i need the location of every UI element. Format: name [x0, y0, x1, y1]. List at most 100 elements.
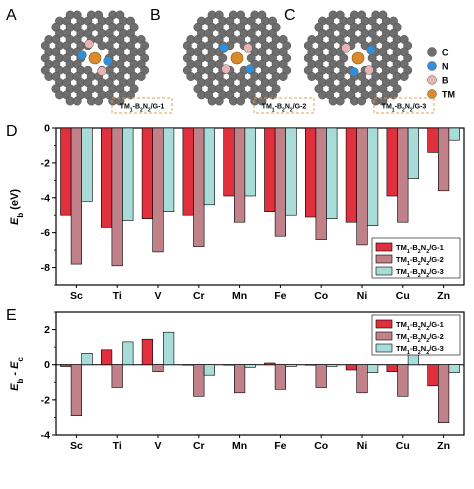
x-tick-label: Cu: [396, 440, 410, 452]
panel-label-b: B: [150, 7, 161, 24]
carbon-atom: [268, 90, 277, 100]
structure-label-box: [373, 97, 435, 114]
legend-label: TM1-B2N2/G-3: [396, 344, 444, 356]
structure-panels: A TM1-B2N2/G-1 B TM1-B2N2/G-2 C TM1-B2N2/G-3: [6, 7, 435, 114]
bar-zn-g2: [437, 127, 450, 192]
x-tick-label: Co: [314, 440, 328, 452]
y-tick-label: 0: [44, 123, 50, 135]
y-tick-label: -2: [41, 394, 50, 406]
bar-v-g2: [152, 127, 164, 253]
x-tick-label: Cr: [193, 440, 205, 452]
y-axis-label: Eb (eV): [9, 189, 25, 225]
bar-co-g1: [304, 127, 317, 218]
structure-label: TM1-B2N2/G-2: [262, 104, 307, 114]
bar-ni-g2: [356, 364, 368, 394]
bar-fe-g1: [264, 127, 276, 212]
nitrogen-atom: [366, 45, 376, 55]
bar-sc-g3: [81, 127, 93, 202]
bar-ti-g3: [122, 127, 134, 221]
bar-zn-g1: [427, 364, 439, 387]
legend-label: TM1-B2N2/G-2: [396, 332, 444, 344]
bar-ti-g1: [101, 127, 113, 228]
chart-e: E20-2-4Sc Ti V Cr Mn Fe Co Ni Cu ZnTM1-B2N2/G-1TM…: [6, 307, 465, 452]
panel-label-e: E: [6, 307, 17, 324]
legend-label: TM1-B2N2/G-3: [396, 267, 444, 279]
x-tick-label: Zn: [437, 440, 450, 452]
nitrogen-atom: [103, 56, 113, 66]
bar-cu-g1: [386, 127, 398, 197]
bar-mn-g1: [223, 364, 235, 366]
nitrogen-atom: [245, 64, 255, 74]
bar-cr-g2: [193, 364, 205, 397]
nitrogen-atom: [77, 50, 87, 60]
key-swatch-tm: [427, 89, 437, 99]
carbon-atom: [94, 96, 104, 106]
bar-fe-g3: [285, 127, 297, 216]
x-tick-label: Ni: [357, 290, 368, 302]
carbon-atom: [389, 90, 398, 100]
boron-atom: [84, 39, 94, 49]
bar-sc-g1: [60, 364, 72, 367]
x-tick-label: Mn: [232, 440, 247, 452]
legend-swatch: [375, 266, 393, 276]
bar-co-g1: [304, 364, 317, 366]
y-tick-label: 0: [44, 359, 50, 371]
key-swatch-n: [427, 61, 437, 71]
bar-cr-g1: [182, 127, 194, 216]
chart-d: D 0 -2 -4 -6 -8 Sc Ti V Cr Mn Fe Co Ni Cu Zn TM1-B2N2/G-…: [6, 123, 465, 302]
bar-zn-g1: [427, 127, 439, 153]
structure-b: B TM1-B2N2/G-2: [150, 7, 315, 114]
legend-swatch: [375, 319, 393, 329]
bar-v-g3: [163, 331, 175, 366]
x-tick-label: Fe: [274, 290, 286, 302]
x-tick-label: V: [154, 290, 161, 302]
bar-ni-g3: [366, 127, 379, 226]
bar-sc-g2: [70, 364, 82, 417]
tm-atom: [351, 51, 365, 65]
bar-sc-g1: [60, 127, 72, 216]
key-label-n: N: [442, 62, 449, 72]
x-tick-label: Ti: [113, 440, 122, 452]
structure-label-box: [253, 97, 315, 114]
bar-zn-g3: [448, 127, 460, 141]
key-swatch-b: [427, 75, 437, 85]
carbon-atom: [72, 96, 82, 106]
carbon-atom: [126, 90, 135, 100]
bar-mn-g3: [244, 127, 256, 197]
y-tick-label: -4: [41, 430, 50, 442]
carbon-atom: [335, 96, 345, 106]
x-tick-label: V: [154, 440, 161, 452]
legend-label: TM1-B2N2/G-2: [396, 255, 444, 267]
carbon-atom: [236, 96, 246, 106]
y-tick-label: -6: [41, 227, 50, 239]
x-tick-label: Zn: [437, 290, 450, 302]
tm-atom: [88, 51, 102, 65]
legend-swatch: [375, 242, 393, 252]
bar-mn-g2: [234, 364, 246, 394]
y-axis-label: Eb - Ec: [9, 357, 25, 391]
bar-cr-g3: [203, 364, 216, 376]
panel-label-d: D: [6, 123, 18, 140]
bar-cr-g1: [182, 364, 194, 366]
bar-v-g1: [141, 338, 154, 366]
x-tick-label: Ti: [113, 290, 122, 302]
panel-label-c: C: [284, 7, 296, 24]
x-tick-label: Cu: [396, 290, 410, 302]
tm-atom: [230, 51, 244, 65]
key-label-tm: TM: [442, 90, 455, 100]
legend-swatch: [375, 343, 393, 353]
bar-v-g1: [141, 127, 154, 219]
x-tick-label: Mn: [232, 290, 247, 302]
carbon-atom: [378, 96, 388, 106]
bar-zn-g2: [437, 364, 450, 424]
boron-atom: [341, 43, 351, 53]
bar-fe-g3: [285, 364, 297, 367]
bar-cu-g1: [386, 364, 398, 373]
bar-mn-g3: [244, 364, 256, 368]
bar-co-g2: [315, 364, 327, 388]
x-tick-label: Cr: [193, 290, 205, 302]
carbon-atom: [115, 96, 125, 106]
boron-atom: [97, 66, 107, 76]
bar-cu-g3: [407, 127, 420, 179]
